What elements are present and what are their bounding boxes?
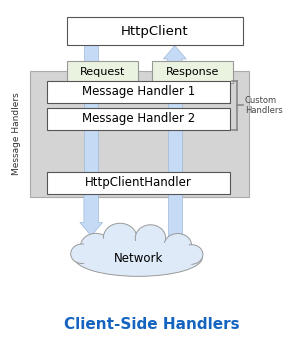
Text: Custom
Handlers: Custom Handlers: [245, 96, 282, 115]
Polygon shape: [168, 194, 182, 236]
Text: Response: Response: [166, 67, 219, 76]
Ellipse shape: [73, 246, 91, 261]
Ellipse shape: [103, 223, 137, 252]
FancyBboxPatch shape: [47, 81, 230, 103]
Text: Client-Side Handlers: Client-Side Handlers: [64, 317, 240, 332]
Polygon shape: [80, 194, 102, 236]
Polygon shape: [84, 81, 98, 83]
Polygon shape: [84, 130, 98, 172]
Ellipse shape: [138, 228, 163, 248]
FancyBboxPatch shape: [30, 71, 249, 197]
Text: Message Handlers: Message Handlers: [12, 93, 21, 175]
Ellipse shape: [107, 227, 133, 248]
Text: Network: Network: [114, 252, 163, 265]
Ellipse shape: [182, 247, 201, 262]
Text: Request: Request: [80, 67, 125, 76]
Ellipse shape: [180, 245, 203, 264]
Polygon shape: [168, 81, 182, 83]
Ellipse shape: [167, 237, 189, 254]
Polygon shape: [164, 45, 186, 81]
Ellipse shape: [81, 241, 196, 275]
FancyBboxPatch shape: [152, 61, 233, 83]
FancyBboxPatch shape: [67, 61, 138, 83]
Ellipse shape: [84, 237, 108, 255]
Ellipse shape: [135, 225, 166, 252]
Polygon shape: [168, 130, 182, 172]
Ellipse shape: [74, 239, 202, 276]
FancyBboxPatch shape: [47, 108, 230, 130]
Text: HttpClientHandler: HttpClientHandler: [85, 176, 192, 189]
FancyBboxPatch shape: [47, 172, 230, 194]
Ellipse shape: [81, 233, 111, 259]
FancyBboxPatch shape: [67, 17, 243, 45]
Polygon shape: [84, 45, 98, 61]
Polygon shape: [168, 103, 182, 108]
Text: HttpClient: HttpClient: [121, 25, 189, 38]
Ellipse shape: [164, 234, 192, 256]
Text: Message Handler 2: Message Handler 2: [82, 112, 195, 125]
Text: Message Handler 1: Message Handler 1: [82, 85, 195, 98]
Ellipse shape: [71, 244, 94, 264]
Polygon shape: [84, 103, 98, 108]
